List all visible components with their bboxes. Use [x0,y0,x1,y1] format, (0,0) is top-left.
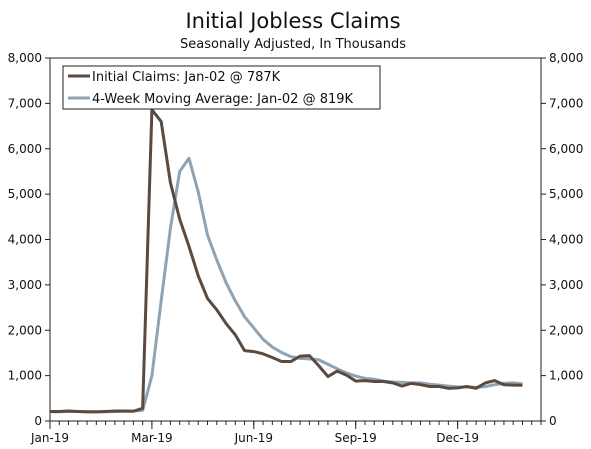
y-tick-label-left: 5,000 [8,187,42,201]
plot-frame [49,57,542,422]
chart-subtitle: Seasonally Adjusted, In Thousands [180,37,406,52]
y-tick-label-right: 8,000 [549,51,583,65]
legend-label-moving-average: 4-Week Moving Average: Jan-02 @ 819K [92,92,354,107]
y-tick-label-left: 6,000 [8,142,42,156]
y-tick-label-left: 2,000 [8,323,42,337]
y-tick-label-right: 6,000 [549,142,583,156]
y-tick-label-left: 8,000 [8,51,42,65]
series-line-moving-average [50,156,523,414]
y-tick-label-right: 2,000 [549,323,583,337]
x-tick-label: Sep-19 [335,431,377,445]
y-tick-label-right: 4,000 [549,233,583,247]
x-tick-label: Jan-19 [30,431,69,445]
chart-title: Initial Jobless Claims [185,9,400,33]
y-tick-label-right: 5,000 [549,187,583,201]
y-tick-label-left: 0 [34,414,42,428]
axes: 0 0 1,000 1,000 2,000 2,000 3,000 3,000 4,000 4,0… [8,51,584,445]
series-line-initial-claims [50,108,523,414]
y-tick-label-left: 7,000 [8,96,42,110]
x-tick-label: Mar-19 [131,431,172,445]
y-tick-label-left: 3,000 [8,278,42,292]
y-tick-label-right: 3,000 [549,278,583,292]
y-tick-label-right: 7,000 [549,96,583,110]
legend: Initial Claims: Jan-02 @ 787K 4-Week Mov… [62,65,381,110]
legend-label-initial-claims: Initial Claims: Jan-02 @ 787K [92,70,281,85]
y-tick-label-left: 4,000 [8,233,42,247]
series-lines [50,108,523,414]
y-tick-label-right: 0 [549,414,557,428]
x-tick-label: Dec-19 [436,431,479,445]
legend-box [62,65,381,110]
x-tick-label: Jun-19 [234,431,273,445]
y-tick-label-right: 1,000 [549,369,583,383]
y-tick-label-left: 1,000 [8,369,42,383]
